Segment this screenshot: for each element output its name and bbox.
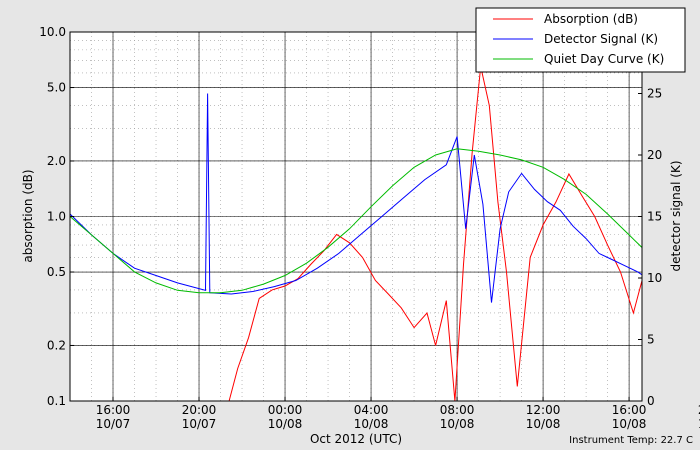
- legend-label-2: Quiet Day Curve (K): [544, 52, 664, 66]
- right-axis-label: detector signal (K): [669, 160, 683, 271]
- right-axis-tick-label: 15: [647, 210, 662, 224]
- legend-label-0: Absorption (dB): [544, 12, 638, 26]
- x-axis-tick-time: 00:00: [268, 403, 303, 417]
- x-axis-label: Oct 2012 (UTC): [310, 432, 402, 446]
- series-line-0: [228, 66, 642, 401]
- left-axis-tick-label: 5.0: [47, 81, 66, 95]
- x-axis-tick-time: 16:00: [96, 403, 131, 417]
- x-axis-tick-time: 12:00: [526, 403, 561, 417]
- x-axis-tick-time: 16:00: [612, 403, 647, 417]
- right-axis-tick-label: 0: [647, 394, 655, 408]
- series-line-2: [70, 148, 642, 294]
- legend: Absorption (dB) Detector Signal (K) Quiet …: [475, 7, 686, 73]
- x-axis-tick-date: 10/08: [526, 417, 561, 431]
- x-axis-tick-time: 08:00: [440, 403, 475, 417]
- right-axis-tick-label: 25: [647, 87, 662, 101]
- grid: [69, 31, 642, 402]
- instrument-temp-note: Instrument Temp: 22.7 C: [569, 435, 693, 446]
- left-axis-tick-label: 2.0: [47, 154, 66, 168]
- x-axis-tick-date: 10/08: [354, 417, 389, 431]
- x-axis: 16:0010/0720:0010/0700:0010/0804:0010/08…: [96, 397, 700, 431]
- x-axis-tick-time: 20:00: [182, 403, 217, 417]
- right-axis-tick-label: 20: [647, 148, 662, 162]
- left-axis-tick-label: 1.0: [47, 210, 66, 224]
- left-axis-tick-label: 10.0: [39, 25, 66, 39]
- x-axis-tick-date: 10/08: [268, 417, 303, 431]
- series-line-1: [70, 93, 642, 303]
- left-axis-tick-label: 0.5: [47, 265, 66, 279]
- x-axis-tick-date: 10/08: [440, 417, 475, 431]
- right-axis-tick-label: 10: [647, 271, 662, 285]
- right-axis-tick-label: 5: [647, 333, 655, 347]
- left-axis-label: absorption (dB): [21, 169, 35, 262]
- left-axis-tick-label: 0.2: [47, 338, 66, 352]
- left-axis-tick-label: 0.1: [47, 394, 66, 408]
- legend-label-1: Detector Signal (K): [544, 32, 658, 46]
- series-layer: [70, 66, 642, 401]
- right-axis: 0 5 10 15 20 25: [638, 87, 662, 408]
- x-axis-tick-date: 10/07: [182, 417, 217, 431]
- x-axis-tick-date: 10/08: [698, 417, 700, 431]
- left-axis: 0.1 0.2 0.5 1.0 2.0 5.0 10.0: [39, 25, 74, 408]
- x-axis-tick-date: 10/08: [612, 417, 647, 431]
- x-axis-tick-time: 20:00: [698, 403, 700, 417]
- x-axis-tick-date: 10/07: [96, 417, 131, 431]
- x-axis-tick-time: 04:00: [354, 403, 389, 417]
